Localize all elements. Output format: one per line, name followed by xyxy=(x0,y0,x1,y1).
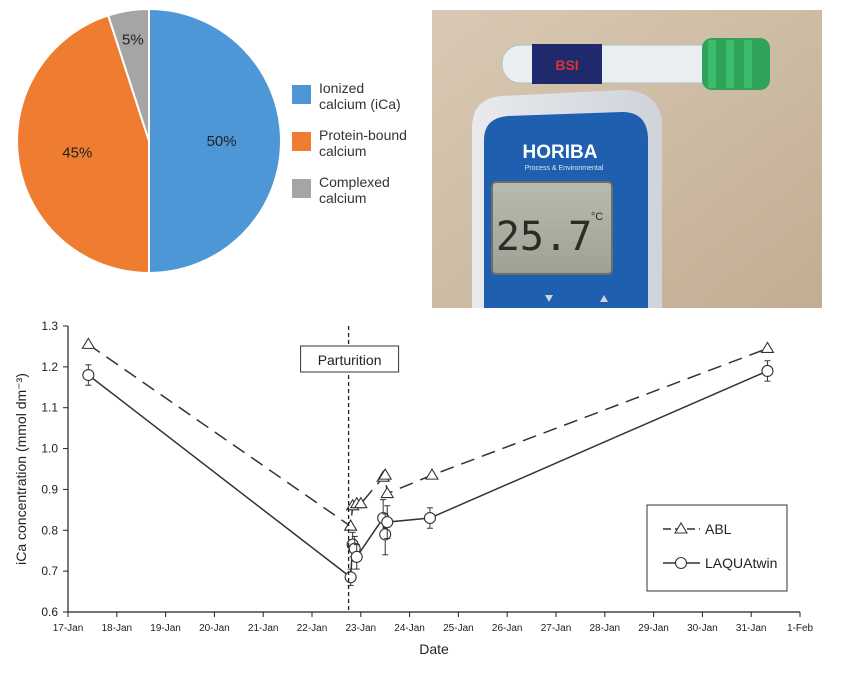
x-tick-label-13: 30-Jan xyxy=(687,623,718,634)
x-tick-label-6: 23-Jan xyxy=(346,623,377,634)
x-tick-label-12: 29-Jan xyxy=(638,623,669,634)
point-1-4 xyxy=(350,550,363,563)
parturition-label: Parturition xyxy=(318,352,382,368)
y-tick-label-1: 0.7 xyxy=(41,564,58,578)
point-0-4 xyxy=(353,496,368,509)
point-0-9 xyxy=(760,341,775,354)
line-chart-panel: 0.6 0.7 0.8 0.9 1.0 1.1 1.2 1.3 17-Jan 18-Jan 19-J… xyxy=(0,308,850,668)
pie-slice-1 xyxy=(16,14,150,275)
legend-label-2-0: Complexed xyxy=(319,174,390,190)
pie-slice-0 xyxy=(148,7,282,275)
meter-photo: BSI HORIBA Process & Environmental 25.7 … xyxy=(432,10,822,308)
y-tick-label-7: 1.3 xyxy=(41,319,58,333)
x-tick-label-3: 20-Jan xyxy=(199,623,230,634)
legend-swatch-0 xyxy=(292,85,311,104)
pie-chart-panel: 50% 45% 5% Ionized calcium (iCa) Protein-bou… xyxy=(0,0,425,290)
point-0-8 xyxy=(424,468,439,480)
brand-name: HORIBA xyxy=(523,142,598,163)
lcd-reading: 25.7 xyxy=(496,214,592,260)
point-1-7 xyxy=(381,516,394,529)
legend-swatch-1 xyxy=(292,132,311,151)
meter-photo-illustration: BSI HORIBA Process & Environmental 25.7 … xyxy=(432,10,822,308)
legend-label-0-1: calcium (iCa) xyxy=(319,96,401,112)
x-tick-label-9: 26-Jan xyxy=(492,623,523,634)
y-tick-label-6: 1.2 xyxy=(41,360,58,374)
x-tick-label-7: 24-Jan xyxy=(394,623,425,634)
blood-tube: BSI xyxy=(501,38,770,90)
point-1-9 xyxy=(761,364,774,377)
x-tick-label-5: 22-Jan xyxy=(297,623,328,634)
legend-label-1-1: calcium xyxy=(319,143,366,159)
legend-label-series-0: ABL xyxy=(705,521,732,537)
point-0-0 xyxy=(81,337,96,349)
x-tick-label-8: 25-Jan xyxy=(443,623,474,634)
x-tick-label-14: 31-Jan xyxy=(736,623,767,634)
pie-value-label-1: 45% xyxy=(62,144,92,161)
legend-marker-1 xyxy=(674,556,688,570)
x-tick-label-0: 17-Jan xyxy=(53,623,84,634)
legend-label-series-1: LAQUAtwin xyxy=(705,555,777,571)
y-axis-title: iCa concentration (mmol dm⁻³) xyxy=(13,373,29,565)
point-1-8 xyxy=(423,511,436,525)
series-line-1 xyxy=(87,370,768,579)
legend-marker-0 xyxy=(674,521,688,534)
legend-label-0-0: Ionized xyxy=(319,80,364,96)
x-tick-label-1: 18-Jan xyxy=(102,623,133,634)
line-chart: 0.6 0.7 0.8 0.9 1.0 1.1 1.2 1.3 17-Jan 18-Jan 19-J… xyxy=(13,319,814,657)
point-1-1 xyxy=(344,571,357,584)
x-tick-label-10: 27-Jan xyxy=(541,623,572,634)
pie-value-label-2: 5% xyxy=(122,31,144,48)
point-1-6 xyxy=(379,528,392,541)
pie-value-label-0: 50% xyxy=(207,133,237,150)
y-tick-label-2: 0.8 xyxy=(41,523,58,537)
point-0-6 xyxy=(378,468,393,480)
meter-device: HORIBA Process & Environmental 25.7 °C xyxy=(472,90,662,308)
x-axis-title: Date xyxy=(419,641,449,657)
lcd-screen xyxy=(491,181,613,275)
lcd-unit: °C xyxy=(591,211,603,223)
y-tick-label-3: 0.9 xyxy=(41,482,58,496)
y-tick-label-5: 1.1 xyxy=(41,401,58,415)
legend-label-1-0: Protein-bound xyxy=(319,127,407,143)
line-legend-box xyxy=(646,504,788,592)
point-1-0 xyxy=(82,368,95,382)
y-tick-label-0: 0.6 xyxy=(41,605,58,619)
point-0-1 xyxy=(343,519,358,531)
parturition-box xyxy=(300,345,400,373)
tube-label: BSI xyxy=(555,57,578,73)
x-tick-label-15: 1-Feb xyxy=(787,623,814,634)
legend-label-2-1: calcium xyxy=(319,190,366,206)
x-tick-label-4: 21-Jan xyxy=(248,623,279,634)
brand-subtitle: Process & Environmental xyxy=(525,165,604,172)
pie-slice-2 xyxy=(106,7,150,142)
x-tick-label-2: 19-Jan xyxy=(150,623,181,634)
series-line-0 xyxy=(87,343,768,528)
x-tick-label-11: 28-Jan xyxy=(590,623,621,634)
point-0-7 xyxy=(380,486,395,499)
legend-swatch-2 xyxy=(292,179,311,198)
y-tick-label-4: 1.0 xyxy=(41,442,58,456)
